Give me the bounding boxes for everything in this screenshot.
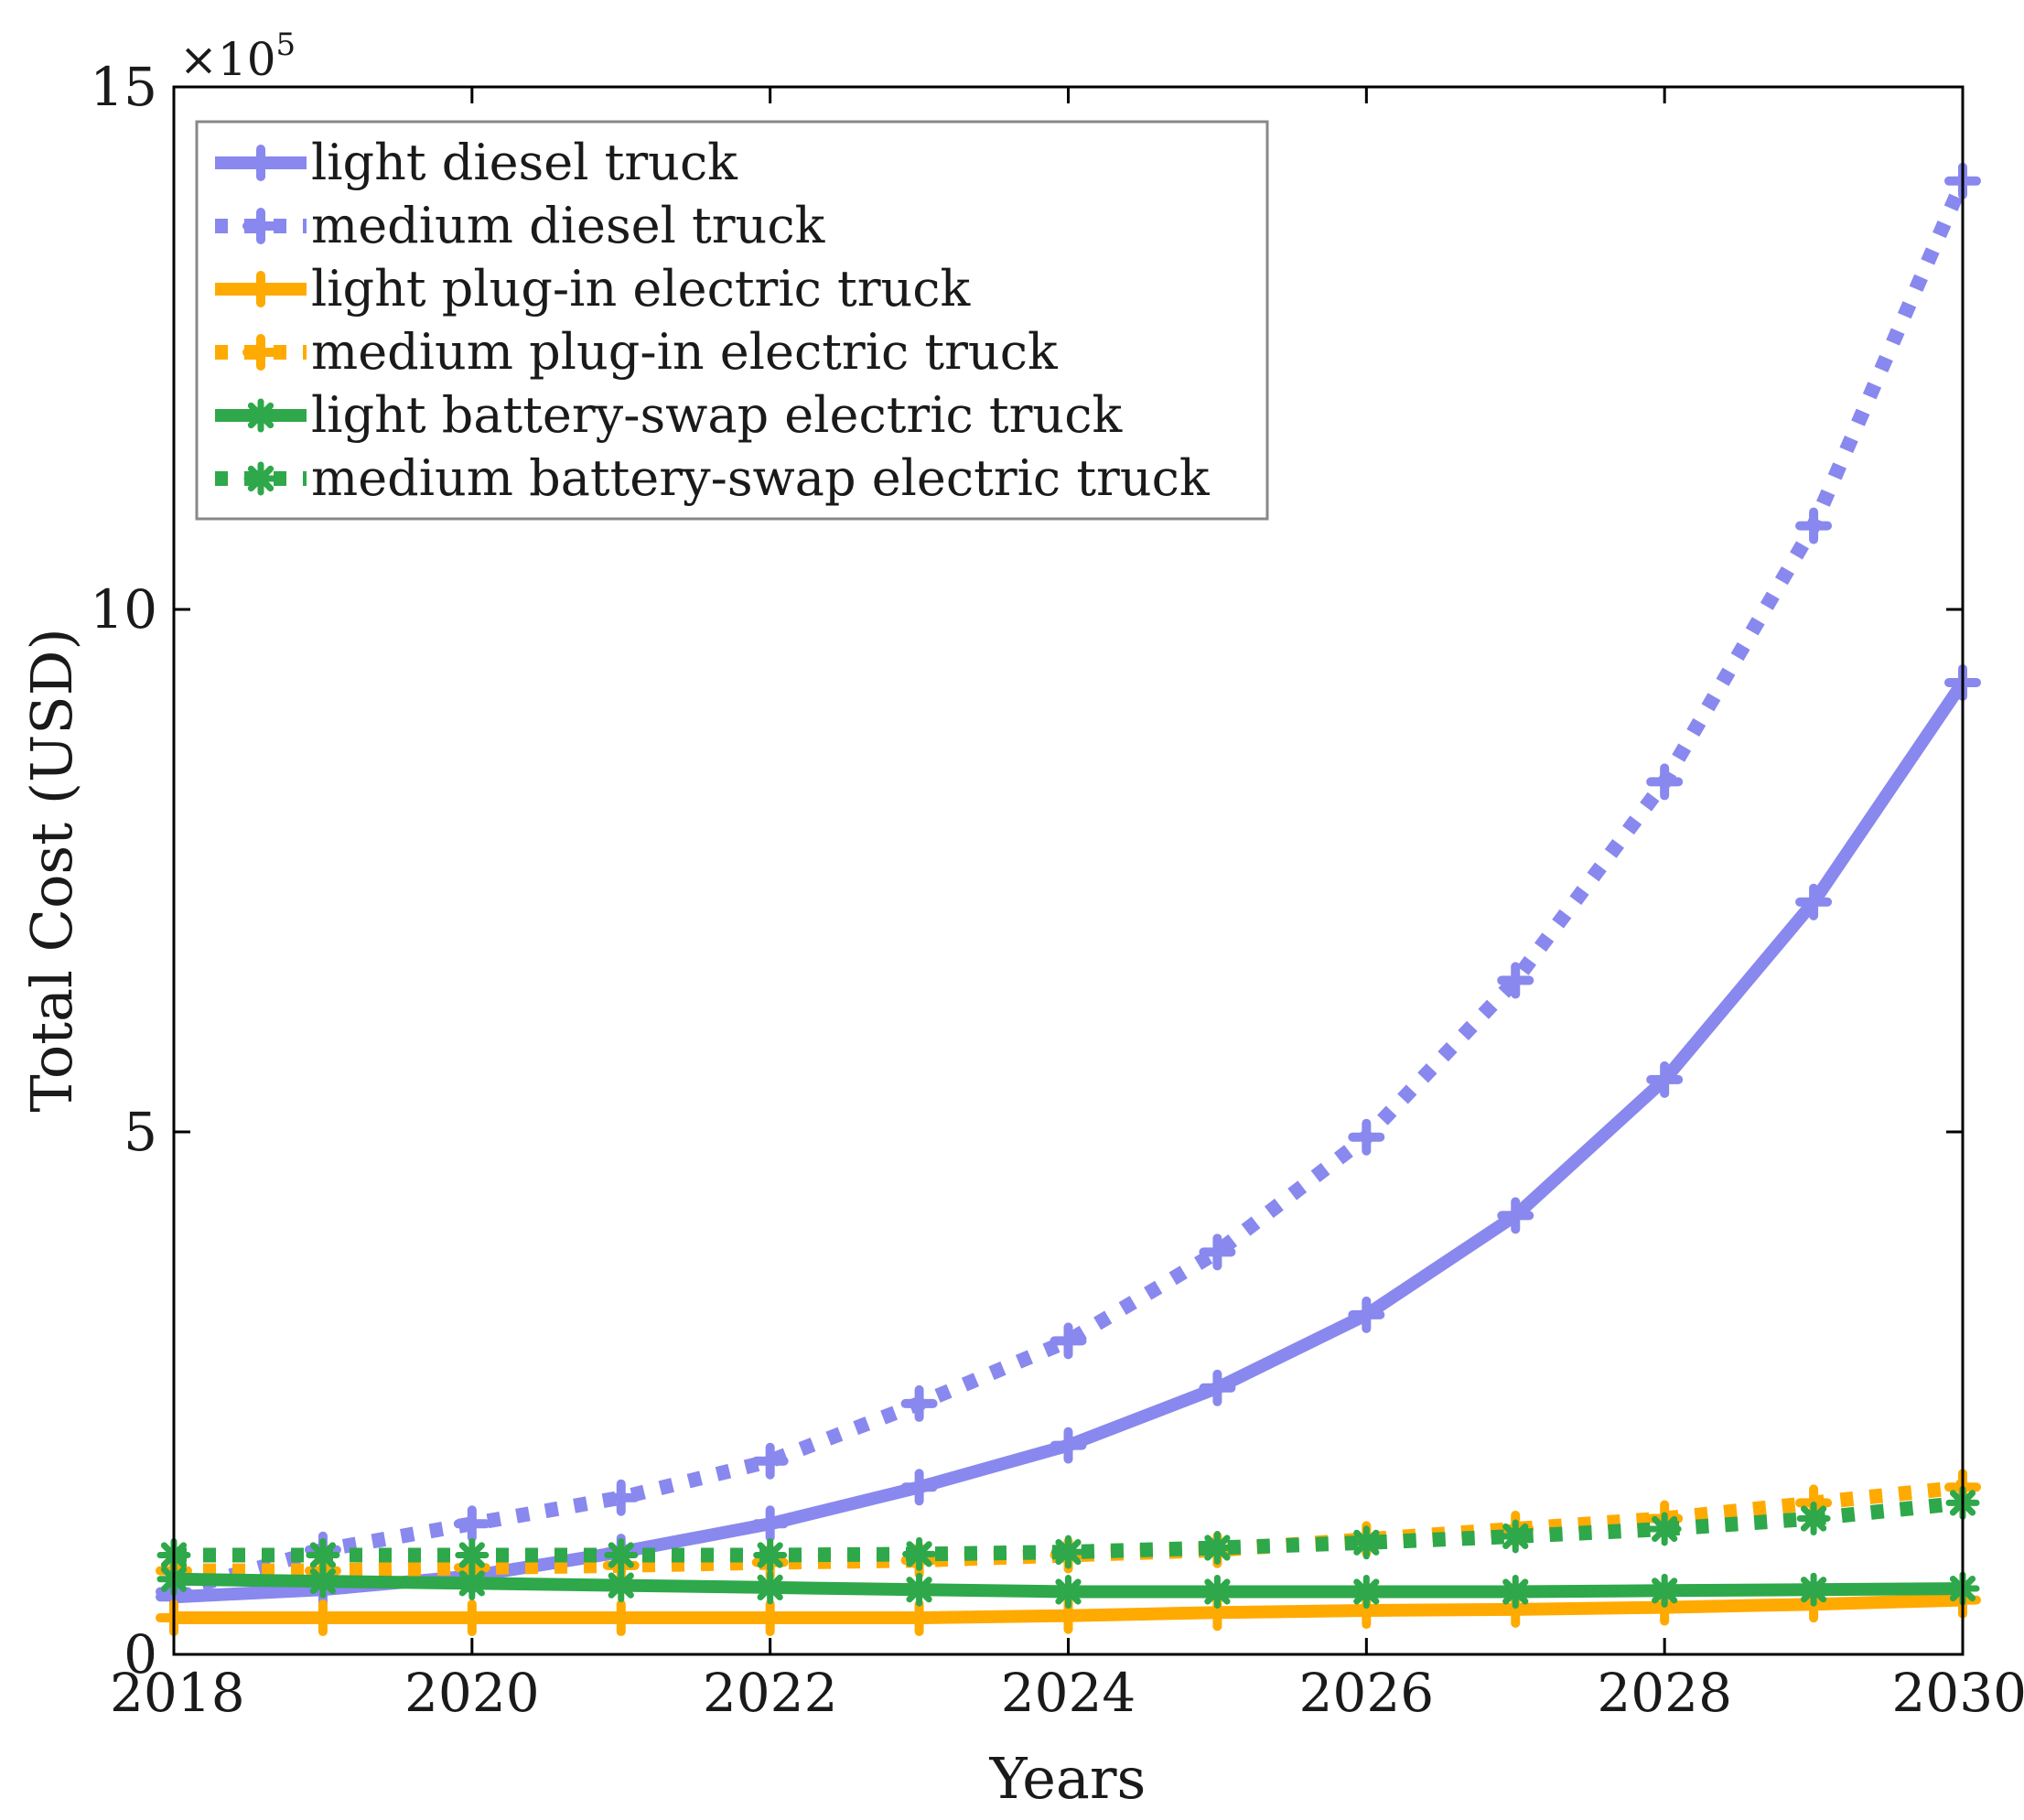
marker-medium-battery-swap-electric-truck-2019 bbox=[306, 1538, 340, 1573]
y-multiplier: ×105 bbox=[179, 27, 296, 86]
marker-light-battery-swap-electric-truck-2029 bbox=[1796, 1572, 1831, 1607]
y-tick-label-10: 10 bbox=[90, 578, 157, 641]
legend-label-light-plug-in-electric-truck: light plug-in electric truck bbox=[311, 260, 972, 318]
x-axis-label: Years bbox=[989, 1745, 1147, 1812]
marker-light-plug-in-electric-truck-2020 bbox=[453, 1599, 490, 1637]
marker-light-battery-swap-electric-truck-2021 bbox=[604, 1568, 639, 1603]
marker-light-diesel-truck-2022 bbox=[751, 1505, 789, 1543]
legend-marker-light-plug-in-electric-truck bbox=[242, 271, 279, 307]
marker-light-battery-swap-electric-truck-2019 bbox=[306, 1564, 340, 1599]
marker-light-battery-swap-electric-truck-2025 bbox=[1200, 1574, 1234, 1609]
x-tick-label-2028: 2028 bbox=[1597, 1662, 1732, 1724]
legend-label-light-diesel-truck: light diesel truck bbox=[311, 134, 738, 191]
marker-medium-diesel-truck-2023 bbox=[900, 1384, 938, 1422]
marker-medium-battery-swap-electric-truck-2028 bbox=[1647, 1512, 1682, 1546]
marker-medium-battery-swap-electric-truck-2026 bbox=[1349, 1525, 1383, 1560]
marker-medium-battery-swap-electric-truck-2027 bbox=[1498, 1519, 1533, 1554]
marker-medium-battery-swap-electric-truck-2025 bbox=[1200, 1531, 1234, 1566]
marker-medium-battery-swap-electric-truck-2020 bbox=[455, 1538, 490, 1573]
marker-medium-battery-swap-electric-truck-2021 bbox=[604, 1538, 639, 1573]
marker-light-diesel-truck-2029 bbox=[1795, 883, 1833, 921]
marker-light-diesel-truck-2023 bbox=[900, 1469, 938, 1506]
y-axis-label: Total Cost (USD) bbox=[18, 628, 85, 1112]
legend-marker-medium-diesel-truck bbox=[242, 208, 279, 244]
marker-medium-diesel-truck-2021 bbox=[602, 1479, 640, 1516]
marker-light-diesel-truck-2026 bbox=[1348, 1296, 1385, 1333]
marker-medium-battery-swap-electric-truck-2023 bbox=[902, 1536, 937, 1571]
marker-light-plug-in-electric-truck-2022 bbox=[751, 1599, 789, 1637]
marker-light-diesel-truck-2027 bbox=[1497, 1197, 1534, 1234]
legend-marker-medium-plug-in-electric-truck bbox=[242, 334, 279, 371]
marker-light-battery-swap-electric-truck-2027 bbox=[1498, 1574, 1533, 1609]
marker-light-diesel-truck-2028 bbox=[1646, 1061, 1684, 1098]
legend-entry-light-diesel-truck: light diesel truck bbox=[215, 134, 738, 191]
y-tick-label-0: 0 bbox=[124, 1623, 157, 1685]
marker-light-diesel-truck-2025 bbox=[1199, 1369, 1236, 1406]
marker-medium-diesel-truck-2025 bbox=[1199, 1233, 1236, 1271]
marker-medium-diesel-truck-2026 bbox=[1348, 1118, 1385, 1156]
marker-medium-diesel-truck-2027 bbox=[1497, 962, 1534, 999]
ticks-layer: 2018 2020 2022 2024 2026 2028 2030 0 5 10 15 bbox=[90, 56, 2024, 1724]
x-tick-label-2022: 2022 bbox=[703, 1662, 838, 1724]
marker-light-battery-swap-electric-truck-2020 bbox=[455, 1566, 490, 1600]
marker-medium-diesel-truck-2024 bbox=[1050, 1322, 1087, 1360]
y-tick-label-5: 5 bbox=[124, 1101, 157, 1163]
marker-light-plug-in-electric-truck-2021 bbox=[602, 1599, 640, 1637]
marker-medium-battery-swap-electric-truck-2022 bbox=[753, 1538, 788, 1573]
legend-label-medium-battery-swap-electric-truck: medium battery-swap electric truck bbox=[311, 449, 1211, 507]
legend-label-medium-plug-in-electric-truck: medium plug-in electric truck bbox=[311, 323, 1059, 381]
marker-light-battery-swap-electric-truck-2022 bbox=[753, 1570, 788, 1605]
x-tick-label-2030: 2030 bbox=[1891, 1662, 2024, 1724]
legend-marker-light-battery-swap-electric-truck bbox=[243, 398, 278, 433]
marker-light-plug-in-electric-truck-2019 bbox=[304, 1599, 341, 1637]
marker-medium-battery-swap-electric-truck-2024 bbox=[1051, 1535, 1085, 1569]
marker-light-battery-swap-electric-truck-2028 bbox=[1647, 1573, 1682, 1608]
marker-medium-diesel-truck-2022 bbox=[751, 1442, 789, 1480]
legend-label-medium-diesel-truck: medium diesel truck bbox=[311, 197, 826, 254]
series-light-battery-swap-electric-truck bbox=[156, 1562, 1980, 1609]
marker-light-plug-in-electric-truck-2023 bbox=[900, 1599, 938, 1637]
legend-entry-medium-plug-in-electric-truck: medium plug-in electric truck bbox=[215, 323, 1059, 381]
marker-light-battery-swap-electric-truck-2024 bbox=[1051, 1574, 1085, 1609]
legend-label-light-battery-swap-electric-truck: light battery-swap electric truck bbox=[311, 386, 1123, 444]
y-tick-label-15: 15 bbox=[90, 56, 157, 118]
x-tick-label-2026: 2026 bbox=[1299, 1662, 1435, 1724]
legend-marker-medium-battery-swap-electric-truck bbox=[243, 461, 278, 496]
marker-light-diesel-truck-2024 bbox=[1050, 1427, 1087, 1464]
x-tick-label-2020: 2020 bbox=[404, 1662, 540, 1724]
legend-box bbox=[195, 120, 1269, 521]
marker-light-battery-swap-electric-truck-2026 bbox=[1349, 1574, 1383, 1609]
marker-medium-diesel-truck-2020 bbox=[453, 1505, 490, 1543]
legend: light diesel truck medium diesel truck lig… bbox=[195, 120, 1269, 521]
x-tick-label-2018: 2018 bbox=[110, 1662, 245, 1724]
marker-medium-diesel-truck-2029 bbox=[1795, 507, 1833, 544]
marker-medium-battery-swap-electric-truck-2029 bbox=[1796, 1502, 1831, 1536]
x-tick-label-2024: 2024 bbox=[1001, 1662, 1136, 1724]
marker-light-battery-swap-electric-truck-2023 bbox=[902, 1572, 937, 1607]
legend-entry-medium-diesel-truck: medium diesel truck bbox=[215, 197, 826, 254]
marker-medium-diesel-truck-2028 bbox=[1646, 763, 1684, 801]
legend-marker-light-diesel-truck bbox=[242, 145, 279, 181]
series-layer bbox=[156, 162, 1981, 1637]
legend-entry-light-plug-in-electric-truck: light plug-in electric truck bbox=[215, 260, 972, 318]
legend-entry-medium-battery-swap-electric-truck: medium battery-swap electric truck bbox=[215, 449, 1211, 507]
legend-entry-light-battery-swap-electric-truck: light battery-swap electric truck bbox=[215, 386, 1123, 444]
